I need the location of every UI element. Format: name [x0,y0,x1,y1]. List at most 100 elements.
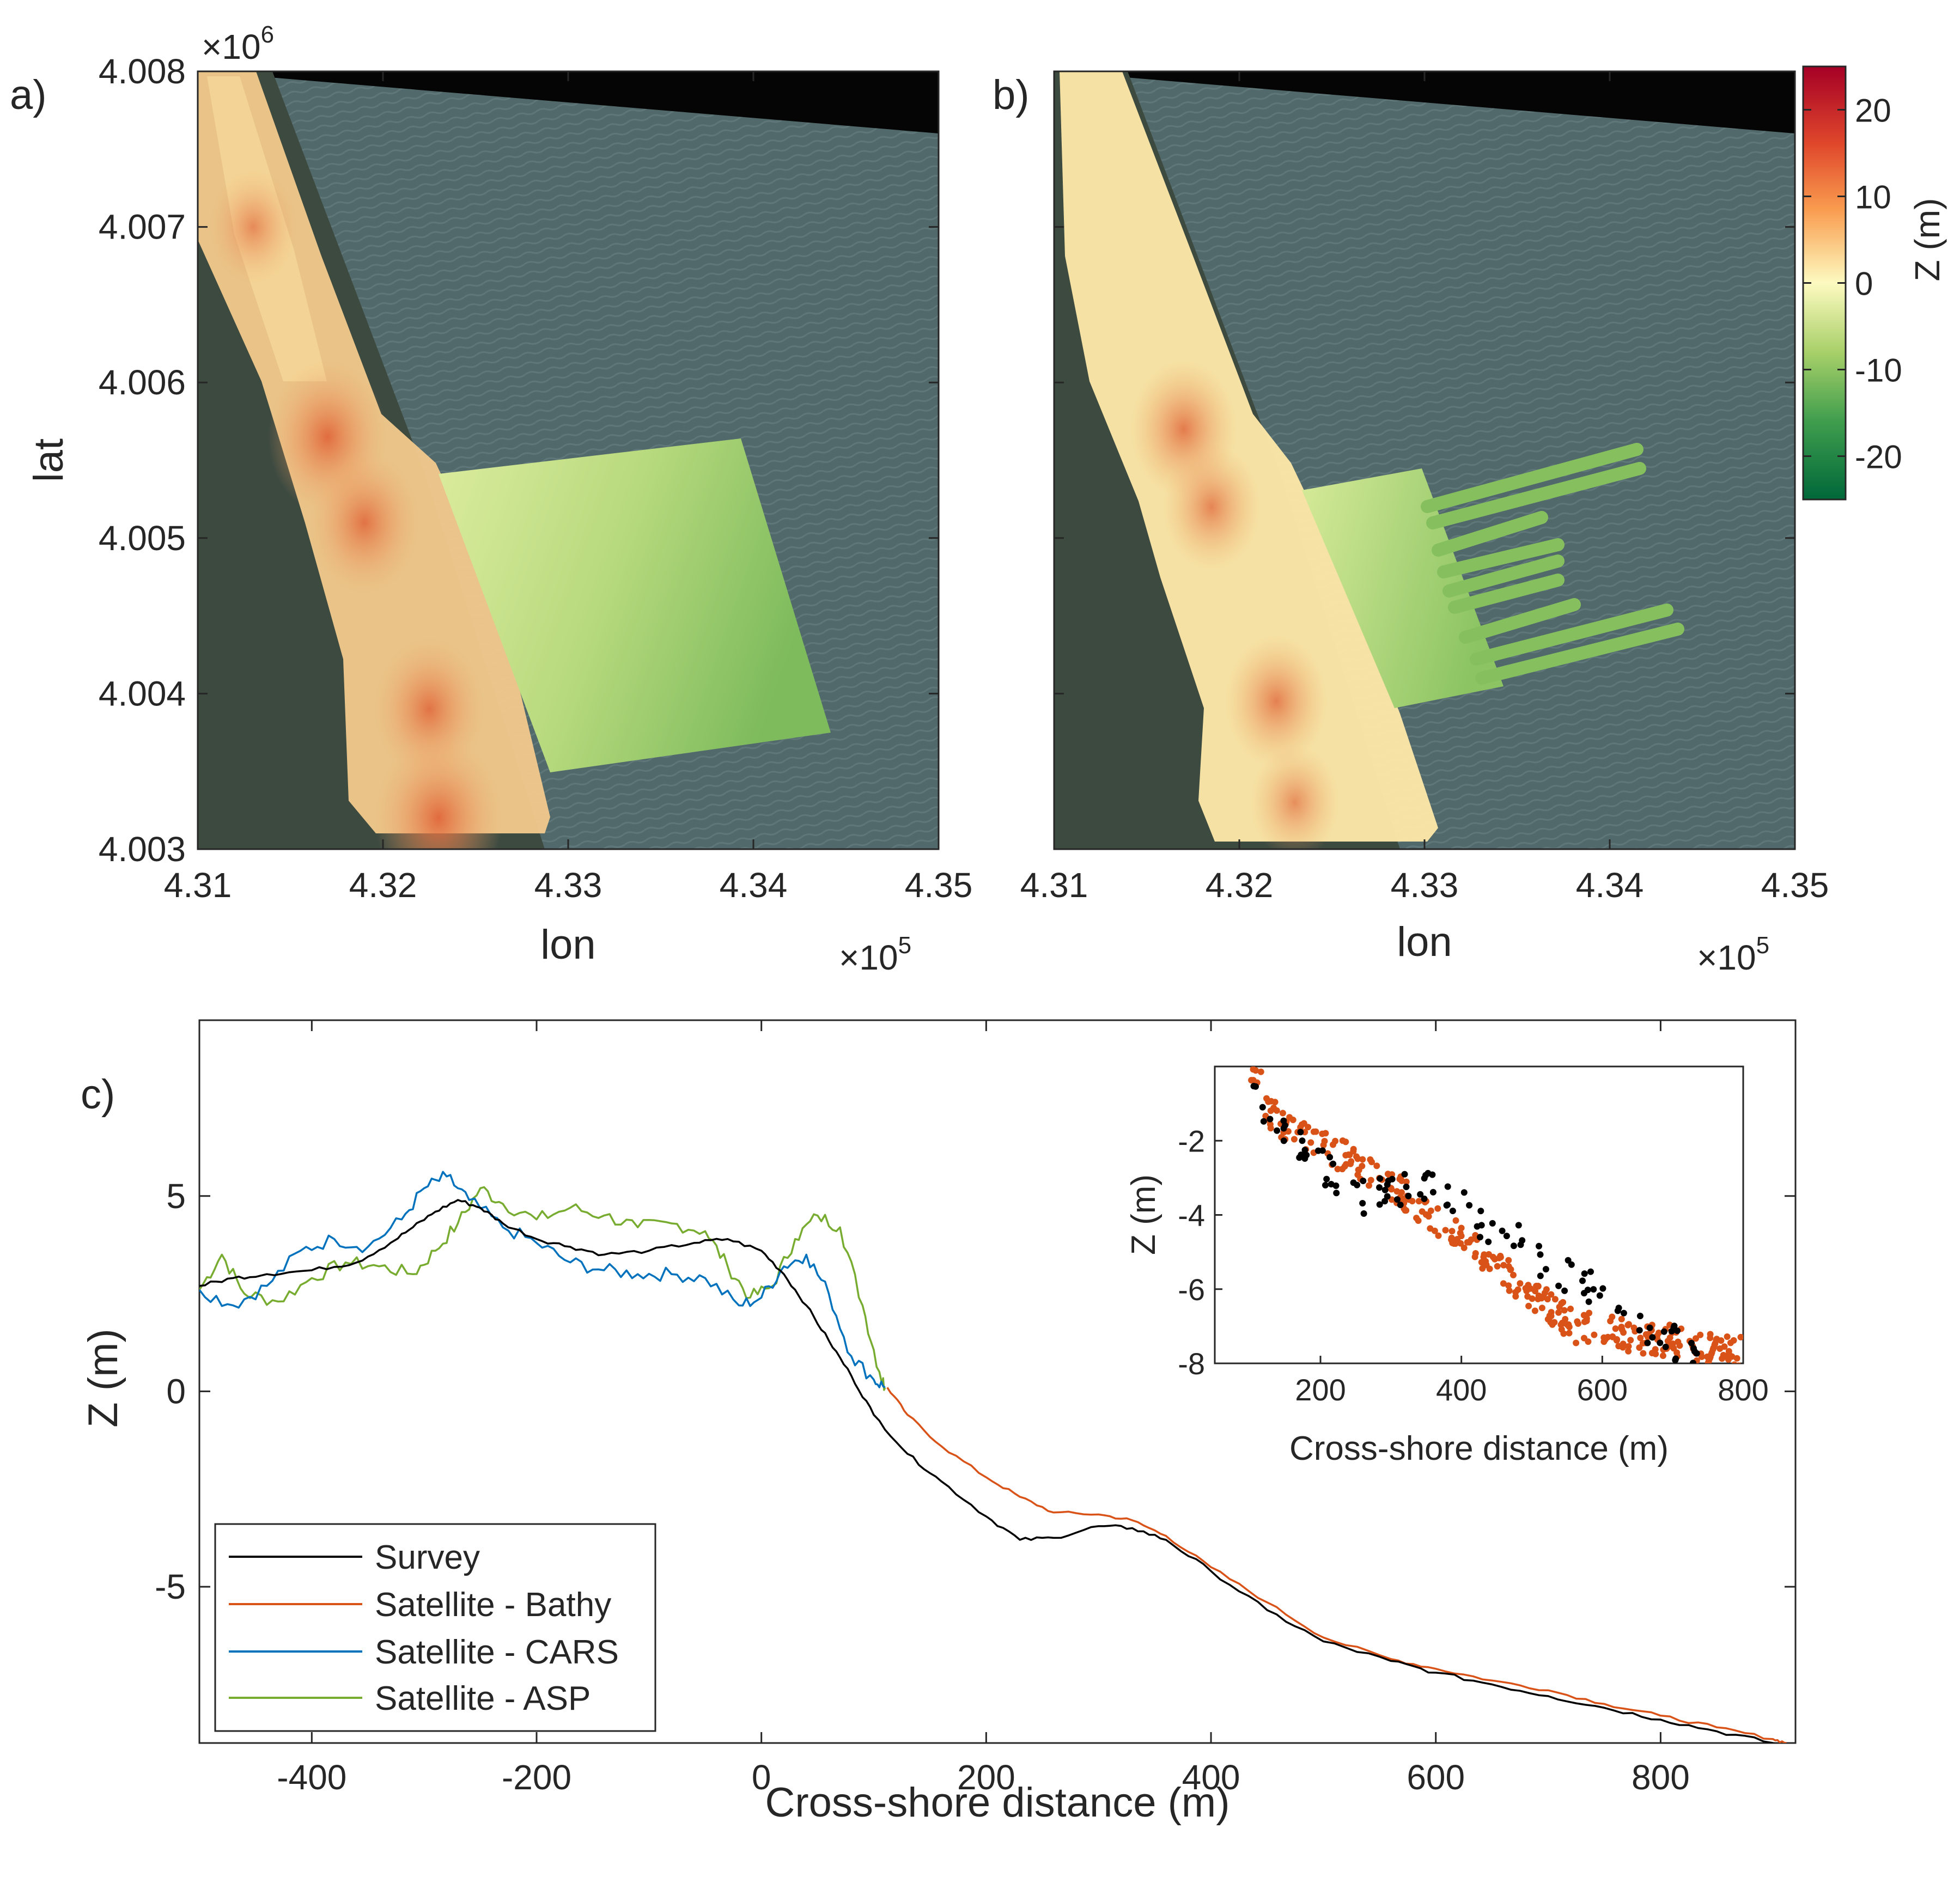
inset-frame [1214,1065,1744,1364]
inset-point-bathy [1675,1338,1682,1345]
inset-x-tick-label-2: 600 [1577,1373,1628,1407]
inset-point-survey [1376,1184,1383,1191]
inset-point-survey [1297,1129,1304,1136]
inset-point-bathy [1299,1121,1305,1128]
hotspot-a-1 [309,450,419,594]
inset-point-bathy [1567,1306,1574,1312]
inset-y-tick-label-2: -6 [1178,1272,1205,1307]
axis-label-y-a: lat [26,438,72,482]
inset-point-survey [1301,1155,1308,1162]
inset-point-bathy [1339,1166,1346,1173]
x-tick-label-a-4: 4.35 [905,866,973,905]
legend-entry-bathy: Satellite - Bathy [375,1586,611,1624]
inset-point-survey [1644,1339,1651,1346]
inset-point-bathy [1527,1285,1534,1292]
inset-point-bathy [1494,1263,1501,1270]
inset-point-bathy [1522,1285,1529,1292]
inset-point-bathy [1529,1295,1536,1302]
inset-point-survey [1536,1242,1542,1250]
inset-point-survey [1519,1237,1526,1244]
inset-point-survey [1350,1179,1357,1186]
inset-point-bathy [1442,1227,1449,1234]
inset-point-bathy [1535,1292,1542,1299]
inset-point-survey [1360,1210,1367,1217]
x-tick-label-a-0: 4.31 [164,866,232,905]
x-tick-label-c-2: 0 [752,1758,771,1797]
inset-point-bathy [1321,1138,1328,1144]
x-tick-label-c-6: 800 [1632,1758,1690,1797]
inset-point-survey [1620,1309,1627,1317]
inset-point-bathy [1551,1296,1559,1303]
inset-point-bathy [1368,1159,1375,1166]
inset-point-bathy [1693,1335,1699,1342]
axis-exponent-y-a: ×106 [202,21,274,66]
y-tick-label-c-1: 0 [166,1372,186,1411]
inset-point-bathy [1517,1280,1524,1287]
panel-label-c: c) [81,1071,115,1118]
inset-point-survey [1636,1313,1644,1319]
inset-point-survey [1649,1334,1656,1341]
x-tick-label-c-0: -400 [277,1758,346,1797]
y-tick-label-c-0: 5 [166,1177,186,1216]
map-b-survey-grid [1302,468,1504,708]
inset-point-survey [1322,1181,1329,1189]
inset-point-survey [1403,1184,1410,1190]
inset-point-bathy [1566,1330,1573,1337]
inset-point-bathy [1659,1352,1666,1359]
inset-y-tick-label-0: -2 [1178,1124,1205,1158]
x-tick-label-b-1: 4.32 [1206,866,1274,905]
inset-point-survey [1662,1343,1669,1350]
inset-point-bathy [1289,1117,1296,1123]
y-tick-label-c-2: -5 [155,1567,186,1606]
inset-point-bathy [1279,1110,1286,1117]
inset-point-survey [1417,1191,1424,1198]
inset-point-survey [1477,1234,1483,1241]
inset-point-bathy [1448,1234,1455,1241]
inset-point-survey [1376,1201,1383,1208]
inset-point-bathy [1257,1068,1264,1075]
x-tick-label-b-0: 4.31 [1020,866,1088,905]
inset-point-bathy [1618,1315,1625,1323]
inset-point-bathy [1642,1331,1649,1338]
inset-point-bathy [1460,1244,1468,1251]
inset-point-bathy [1582,1312,1590,1319]
inset-point-bathy [1497,1254,1504,1261]
axis-label-x-c: Cross-shore distance (m) [765,1780,1229,1826]
colorbar-label: Z (m) [1908,198,1947,282]
inset-point-bathy [1506,1287,1513,1294]
inset-point-bathy [1359,1156,1366,1163]
inset-point-bathy [1728,1353,1736,1360]
inset-point-bathy [1543,1286,1550,1293]
hotspot-b-1 [1163,443,1260,570]
inset-point-survey [1280,1125,1287,1132]
inset-point-survey [1360,1178,1367,1184]
legend-entry-asp: Satellite - ASP [375,1680,591,1717]
hotspot-a-4 [375,735,502,849]
inset-point-bathy [1724,1333,1731,1340]
inset-point-bathy [1270,1104,1277,1111]
inset-point-survey [1587,1268,1594,1275]
inset-point-survey [1657,1339,1664,1346]
inset-point-bathy [1457,1240,1464,1247]
inset-point-survey [1636,1327,1643,1334]
axis-label-x-a: lon [540,922,595,968]
inset-point-bathy [1505,1257,1512,1264]
inset-point-bathy [1591,1331,1598,1338]
inset-point-bathy [1538,1305,1545,1312]
inset-point-bathy [1457,1229,1464,1236]
inset-point-bathy [1564,1321,1571,1328]
colorbar-tick-label-2: 0 [1855,266,1873,302]
inset-point-bathy [1627,1337,1634,1344]
inset-point-bathy [1359,1162,1366,1169]
series-line-satellite-cars [199,1171,886,1388]
inset-point-bathy [1664,1338,1671,1344]
inset-point-bathy [1346,1151,1353,1159]
inset-point-bathy [1560,1330,1567,1337]
series-line-satellite-asp [199,1186,886,1391]
inset-point-survey [1314,1147,1322,1154]
inset-point-bathy [1561,1307,1568,1314]
inset-point-survey [1381,1186,1389,1193]
axis-label-x-b: lon [1397,919,1452,965]
panel-label-b: b) [993,72,1030,118]
inset-axes: 200 400 600 800 -2 -4 -6 -8 Cross-shore distanc… [1125,1065,1769,1467]
